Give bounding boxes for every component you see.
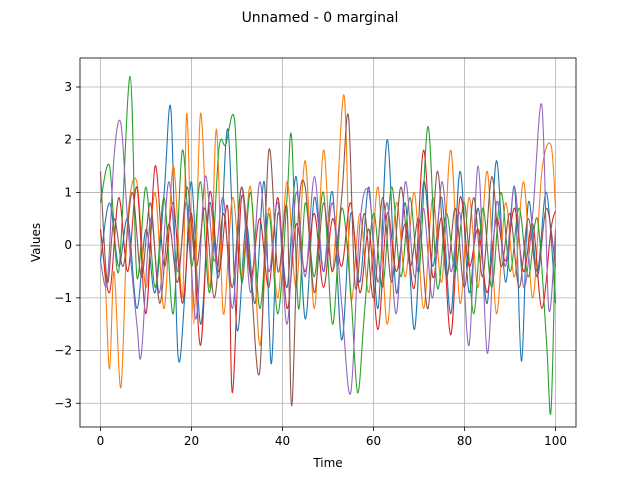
x-tick-label: 40 xyxy=(275,434,290,448)
series-layer xyxy=(99,75,557,415)
y-tick-label: 1 xyxy=(64,185,72,199)
chart-title: Unnamed - 0 marginal xyxy=(242,10,399,26)
series-line-6 xyxy=(99,113,557,407)
x-tick-label: 20 xyxy=(184,434,199,448)
x-axis: 0 20 40 60 80 100 xyxy=(97,427,567,448)
plot-frame xyxy=(79,57,577,428)
y-tick-label: −1 xyxy=(54,291,72,305)
y-tick-label: 3 xyxy=(64,80,72,94)
x-tick-label: 60 xyxy=(366,434,381,448)
y-axis: −3 −2 −1 0 1 2 3 xyxy=(54,80,80,410)
y-tick-label: −2 xyxy=(54,344,72,358)
x-axis-label: Time xyxy=(312,456,342,470)
x-tick-label: 80 xyxy=(457,434,472,448)
y-tick-label: −3 xyxy=(54,396,72,410)
y-axis-label: Values xyxy=(29,223,43,262)
series-line-4 xyxy=(99,149,557,394)
x-tick-label: 0 xyxy=(97,434,105,448)
y-tick-label: 0 xyxy=(64,238,72,252)
y-tick-label: 2 xyxy=(64,133,72,147)
x-tick-label: 100 xyxy=(544,434,567,448)
series-line-5 xyxy=(99,103,557,395)
